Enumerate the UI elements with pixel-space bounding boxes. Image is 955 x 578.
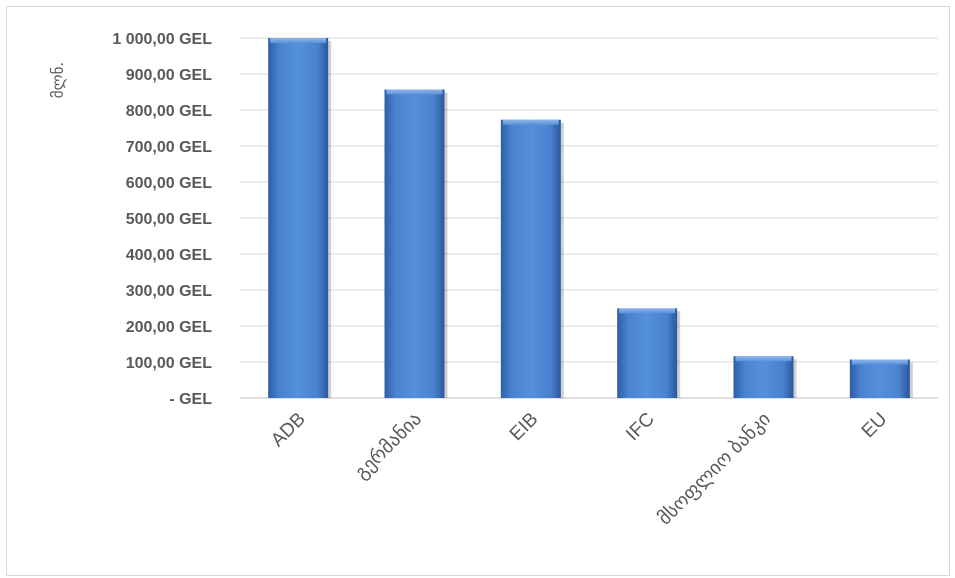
y-tick-label: 800,00 GEL (126, 103, 213, 120)
y-tick-label: 300,00 GEL (126, 283, 213, 300)
x-tick-label: ADB (267, 409, 309, 451)
bar-cap (851, 359, 908, 365)
bar-cap (735, 356, 792, 362)
y-axis-ticks: - GEL 100,00 GEL 200,00 GEL 300,00 GEL 400,0… (112, 31, 212, 408)
gridlines (240, 37, 938, 399)
y-axis-label: მლნ. (49, 62, 67, 98)
y-tick-label: 900,00 GEL (126, 67, 213, 84)
bar-1 (384, 89, 445, 398)
x-tick-label: EU (858, 409, 892, 443)
bar-cap (502, 119, 559, 125)
y-tick-label: 600,00 GEL (126, 175, 213, 192)
bars (268, 38, 913, 398)
y-tick-label: - GEL (169, 391, 212, 408)
bar-cap (270, 38, 327, 43)
chart-frame (6, 6, 950, 576)
bar-cap (619, 308, 676, 314)
y-tick-label: 500,00 GEL (126, 211, 213, 228)
bar-3 (617, 308, 678, 398)
bar-5 (849, 359, 910, 398)
y-tick-label: 200,00 GEL (126, 319, 213, 336)
y-tick-label: 1 000,00 GEL (112, 31, 212, 48)
y-tick-label: 700,00 GEL (126, 139, 213, 156)
x-tick-label: EIB (506, 409, 543, 446)
bar-2 (500, 119, 561, 398)
x-tick-label: IFC (622, 409, 658, 445)
bar-4 (733, 356, 794, 398)
bar-0 (268, 38, 329, 398)
y-tick-label: 100,00 GEL (126, 355, 213, 372)
y-tick-label: 400,00 GEL (126, 247, 213, 264)
x-tick-label: მსოფლიო ბანკი (654, 409, 775, 530)
bar-cap (386, 89, 443, 95)
x-tick-label: გერმანია (351, 409, 426, 484)
